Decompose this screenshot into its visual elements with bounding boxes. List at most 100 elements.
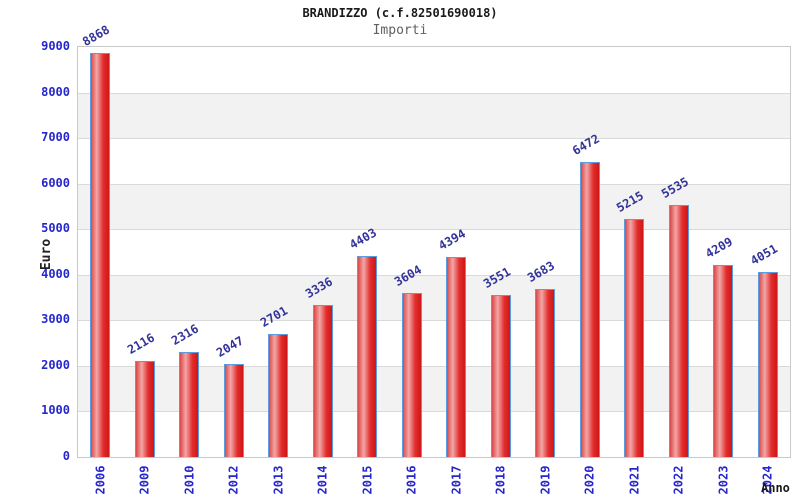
bar (446, 256, 467, 457)
x-tick-label: 2016 (403, 457, 421, 500)
bar (268, 333, 289, 457)
bar-column: 2116 2009 (123, 47, 168, 494)
x-tick-label-text: 2019 (538, 465, 553, 495)
y-tick-label: 4000 (41, 266, 70, 281)
bar-value-label: 5215 (614, 188, 647, 216)
bar-column: 5535 2022 (657, 47, 702, 494)
bar-column: 3551 2018 (479, 47, 524, 495)
x-tick-label-text: 2018 (493, 465, 508, 495)
x-tick-label: 2017 (447, 457, 465, 500)
bar (357, 256, 378, 457)
x-tick-label-text: 2014 (315, 465, 330, 495)
bar-value-label: 2047 (213, 333, 246, 360)
x-tick-label: 2014 (314, 457, 332, 500)
y-tick-label: 2000 (41, 357, 70, 372)
grid-line (78, 411, 790, 413)
chart-subtitle: Importi (372, 23, 428, 38)
plot-area: 8868 2006 2116 2009 2316 2010 2047 2012 2701 2013… (77, 22, 791, 495)
bar (179, 351, 200, 457)
bar-value-label: 4209 (703, 234, 736, 262)
bar (490, 295, 511, 457)
bar (757, 272, 778, 457)
bar-column: 3683 2019 (523, 47, 568, 495)
bar (713, 265, 734, 457)
bar (312, 305, 333, 457)
bar-value-label: 6472 (569, 131, 602, 159)
y-tick-label: 5000 (41, 221, 70, 236)
bar-value-label: 3683 (525, 258, 558, 286)
bar-column: 2316 2010 (167, 47, 212, 495)
grid-line (78, 92, 790, 94)
y-tick-label: 6000 (41, 175, 70, 190)
x-tick-label: 2023 (714, 457, 732, 500)
y-tick-label: 8000 (41, 84, 70, 99)
x-tick-label-text: 2006 (93, 465, 108, 495)
bar (401, 292, 422, 457)
grid-line (78, 183, 790, 185)
x-tick-label: 2012 (225, 457, 243, 500)
grid-line (78, 320, 790, 322)
bar-column: 2047 2012 (212, 47, 257, 494)
bar-column: 4209 2023 (701, 47, 746, 495)
x-tick-label: 2013 (269, 457, 287, 500)
bar-value-label: 5535 (658, 174, 691, 201)
bar (535, 289, 556, 457)
bar (90, 53, 111, 457)
chart-title: BRANDIZZO (c.f.82501690018) (302, 6, 498, 20)
x-tick-label: 2010 (180, 457, 198, 500)
x-tick-label-text: 2022 (671, 465, 686, 495)
bar (223, 363, 244, 457)
x-tick-label-text: 2017 (449, 465, 464, 495)
bar-value-label: 2316 (169, 320, 202, 348)
x-tick-label: 2020 (581, 457, 599, 500)
x-tick-label: 2015 (358, 457, 376, 500)
bar-value-label: 3336 (302, 274, 335, 302)
y-tick-label: 3000 (41, 312, 70, 327)
y-axis-title-text: Euro (39, 238, 55, 270)
bar-value-label: 4403 (347, 225, 380, 253)
bar-columns: 8868 2006 2116 2009 2316 2010 2047 2012 2701 2013… (78, 22, 791, 495)
x-tick-label-text: 2023 (716, 465, 731, 495)
x-tick-label-text: 2012 (226, 465, 241, 495)
bar-value-label: 3551 (480, 264, 513, 292)
x-tick-label-text: 2009 (137, 465, 152, 495)
x-tick-label-text: 2013 (271, 465, 286, 495)
x-tick-label: 2021 (625, 457, 643, 500)
bar-column: 3604 2016 (390, 47, 435, 494)
plot-band (78, 92, 790, 139)
x-tick-label: 2006 (91, 457, 109, 500)
x-axis-title: Anno (761, 481, 790, 495)
x-tick-label-text: 2010 (182, 465, 197, 495)
y-tick-label: 9000 (41, 39, 70, 53)
y-tick-label: 1000 (41, 403, 70, 418)
x-tick-label: 2018 (492, 457, 510, 500)
x-tick-label-text: 2021 (627, 465, 642, 495)
bar-value-label: 2116 (124, 330, 157, 357)
bar-column: 5215 2021 (612, 47, 657, 495)
bar-column: 3336 2014 (301, 47, 346, 494)
grid-line (78, 274, 790, 276)
x-tick-label: 2009 (136, 457, 154, 500)
x-tick-label-text: 2015 (360, 465, 375, 495)
bar-value-label: 4394 (436, 226, 469, 253)
bar-column: 4051 2024 (746, 47, 791, 495)
bar-column: 4403 2015 (345, 47, 390, 495)
bar (668, 204, 689, 457)
x-tick-label: 2022 (670, 457, 688, 500)
bar-value-label: 4051 (747, 241, 780, 269)
bar-column: 8868 2006 (78, 22, 123, 494)
bar-column: 6472 2020 (568, 47, 613, 495)
bar-value-label: 2701 (258, 303, 291, 330)
bar (579, 162, 600, 457)
y-tick-label: 7000 (41, 130, 70, 145)
y-tick-label: 0 (62, 449, 70, 463)
bar-column: 4394 2017 (434, 47, 479, 494)
bar-column: 2701 2013 (256, 47, 301, 494)
bar (134, 360, 155, 457)
grid-line (78, 229, 790, 231)
bar (624, 219, 645, 457)
bar-value-label: 3604 (391, 262, 424, 289)
x-tick-label-text: 2016 (404, 465, 419, 495)
grid-line (78, 365, 790, 367)
